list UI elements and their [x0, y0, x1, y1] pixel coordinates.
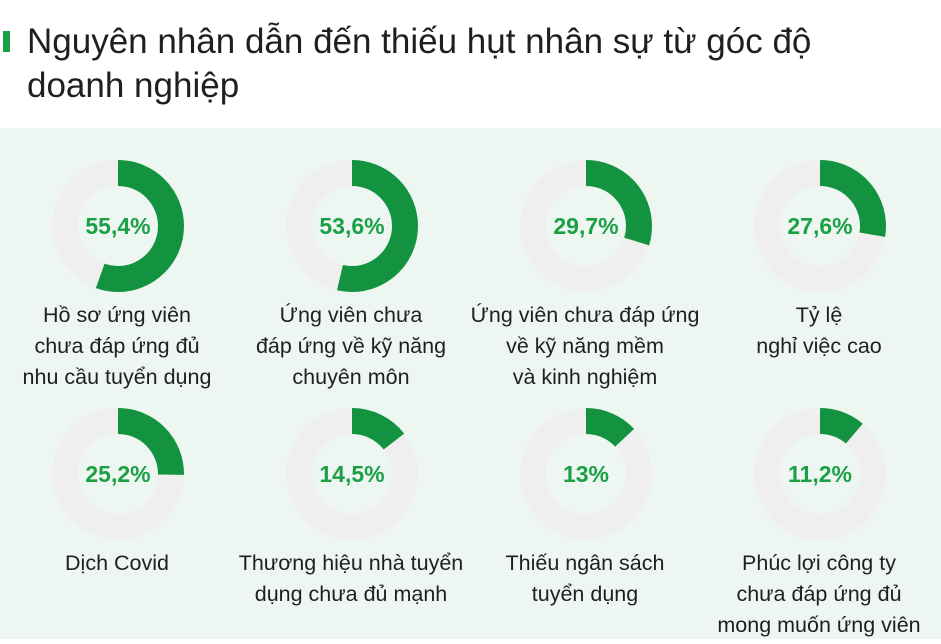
- category-label: Ứng viên chưa đáp ứng về kỹ năng chuyên mô…: [234, 300, 468, 393]
- donut-svg: [286, 160, 418, 292]
- donut-ring: [50, 158, 186, 294]
- donut-svg: [754, 408, 886, 540]
- donut-ring: [284, 406, 420, 542]
- donut-ring: [50, 406, 186, 542]
- donut-item: 27,6% Tỷ lệ nghỉ việc cao: [702, 156, 936, 396]
- page-title: Nguyên nhân dẫn đến thiếu hụt nhân sự từ…: [27, 20, 927, 108]
- category-label-line: về kỹ năng mềm: [506, 334, 664, 358]
- donut-svg: [52, 408, 184, 540]
- category-label-line: chuyên môn: [292, 365, 410, 389]
- donut-ring: [518, 406, 654, 542]
- category-label-line: chưa đáp ứng đủ: [736, 582, 902, 606]
- percent-label: 13%: [562, 460, 610, 487]
- donut-item: 55,4% Hồ sơ ứng viên chưa đáp ứng đủ nhu cầ…: [0, 156, 234, 396]
- percent-label: 29,7%: [553, 212, 619, 239]
- percent-label: 55,4%: [85, 212, 151, 239]
- donut-arc: [754, 160, 886, 292]
- title-accent-bar: [3, 31, 10, 52]
- donut-arc: [286, 408, 418, 540]
- donut-ring: [752, 158, 888, 294]
- donut-svg: [52, 160, 184, 292]
- donut-ring: [284, 158, 420, 294]
- category-label-line: mong muốn ứng viên: [717, 613, 921, 637]
- category-label: Phúc lợi công ty chưa đáp ứng đủ mong muốn…: [702, 548, 936, 641]
- header: Nguyên nhân dẫn đến thiếu hụt nhân sự từ…: [0, 0, 941, 128]
- donut-item: 25,2% Dịch Covid: [0, 404, 234, 644]
- category-label: Ứng viên chưa đáp ứng về kỹ năng mềm và ki…: [468, 300, 702, 393]
- chart-panel: 55,4% Hồ sơ ứng viên chưa đáp ứng đủ nhu cầ…: [0, 128, 941, 639]
- donut-item: 29,7% Ứng viên chưa đáp ứng về kỹ năng mềm…: [468, 156, 702, 396]
- title-line-1: Nguyên nhân dẫn đến thiếu hụt nhân sự từ…: [27, 22, 812, 61]
- donut-arc: [520, 408, 652, 540]
- percent-label: 14,5%: [319, 460, 385, 487]
- percent-label: 11,2%: [788, 460, 852, 487]
- category-label: Thương hiệu nhà tuyển dụng chưa đủ mạnh: [234, 548, 468, 610]
- category-label-line: Phúc lợi công ty: [742, 551, 896, 575]
- category-label: Tỷ lệ nghỉ việc cao: [702, 300, 936, 362]
- category-label-line: Dịch Covid: [65, 551, 169, 575]
- donut-svg: [754, 160, 886, 292]
- donut-arc: [286, 160, 418, 292]
- category-label: Thiếu ngân sách tuyển dụng: [468, 548, 702, 610]
- category-label-line: nghỉ việc cao: [756, 334, 882, 358]
- category-label-line: Tỷ lệ: [795, 303, 843, 327]
- title-line-2: doanh nghiệp: [27, 66, 240, 105]
- donut-ring: [752, 406, 888, 542]
- category-label-line: Ứng viên chưa: [279, 303, 423, 327]
- category-label-line: Hồ sơ ứng viên: [42, 303, 191, 327]
- donut-arc: [52, 408, 184, 540]
- donut-item: 14,5% Thương hiệu nhà tuyển dụng chưa đủ m…: [234, 404, 468, 644]
- category-label-line: dụng chưa đủ mạnh: [254, 582, 448, 606]
- category-label-line: nhu cầu tuyển dụng: [22, 365, 212, 389]
- category-label-line: chưa đáp ứng đủ: [34, 334, 200, 358]
- donut-svg: [520, 160, 652, 292]
- donut-arc: [754, 408, 886, 540]
- donut-item: 13% Thiếu ngân sách tuyển dụng: [468, 404, 702, 644]
- category-label: Dịch Covid: [0, 548, 234, 579]
- category-label-line: đáp ứng về kỹ năng: [255, 334, 447, 358]
- category-label-line: Ứng viên chưa đáp ứng: [470, 303, 700, 327]
- donut-svg: [286, 408, 418, 540]
- category-label-line: Thiếu ngân sách: [505, 551, 665, 575]
- donut-arc: [52, 160, 184, 292]
- percent-label: 27,6%: [787, 212, 853, 239]
- donut-svg: [520, 408, 652, 540]
- category-label-line: và kinh nghiệm: [512, 365, 658, 389]
- category-label: Hồ sơ ứng viên chưa đáp ứng đủ nhu cầu tuy…: [0, 300, 234, 393]
- category-label-line: Thương hiệu nhà tuyển: [238, 551, 464, 575]
- donut-ring: [518, 158, 654, 294]
- percent-label: 25,2%: [85, 460, 151, 487]
- percent-label: 53,6%: [319, 212, 385, 239]
- category-label-line: tuyển dụng: [531, 582, 639, 606]
- donut-item: 11,2% Phúc lợi công ty chưa đáp ứng đủ mong…: [702, 404, 936, 644]
- donut-item: 53,6% Ứng viên chưa đáp ứng về kỹ năng chuy…: [234, 156, 468, 396]
- donut-arc: [520, 160, 652, 292]
